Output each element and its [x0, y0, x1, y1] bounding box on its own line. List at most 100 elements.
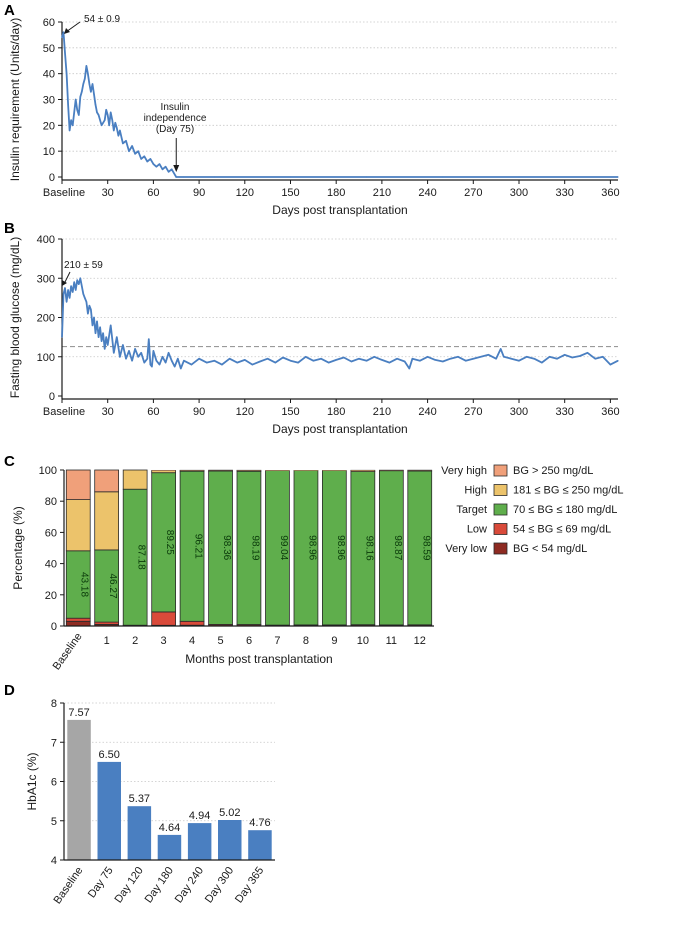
data-point [125, 140, 127, 142]
data-point [137, 150, 139, 152]
data-point [67, 104, 69, 106]
y-tick-label: 0 [49, 172, 55, 184]
data-point [128, 150, 130, 152]
x-tick-label: 11 [386, 635, 397, 647]
data-point [480, 356, 482, 358]
data-point [609, 364, 612, 366]
data-point [122, 142, 124, 144]
data-point [328, 362, 330, 364]
x-axis-title: Days post transplantation [272, 203, 407, 217]
x-tick-label: 300 [510, 187, 528, 199]
data-point [72, 291, 74, 293]
panel-letter: A [4, 2, 15, 19]
y-tick-label: 10 [43, 146, 55, 158]
data-point [81, 91, 83, 93]
x-axis-title: Months post transplantation [185, 652, 332, 666]
data-point [151, 366, 153, 368]
data-point [171, 168, 173, 170]
data-point [119, 129, 121, 132]
data-point [442, 176, 444, 178]
target-value-label: 99.04 [278, 535, 289, 560]
data-point [155, 166, 157, 168]
series-line [61, 277, 619, 370]
panel-letter: B [4, 220, 15, 237]
data-point [174, 173, 176, 175]
data-point [137, 356, 139, 358]
legend-name: Very low [445, 543, 487, 555]
x-tick-label: Day 180 [143, 865, 176, 905]
x-axis-title: Days post transplantation [272, 422, 407, 436]
x-tick-label: Baseline [43, 187, 85, 199]
y-tick-label: 40 [43, 69, 55, 81]
stacked-bar-segment [179, 469, 205, 472]
target-value-label: 98.96 [306, 535, 317, 560]
y-axis-title: Fasting blood glucose (mg/dL) [8, 237, 22, 398]
data-point [161, 168, 164, 170]
x-tick-label: 150 [281, 187, 299, 199]
data-point [78, 283, 80, 285]
data-point [259, 360, 261, 363]
x-tick-label: 360 [601, 406, 619, 418]
legend-name: Low [467, 524, 487, 536]
panel-a: A 0 10 20 30 40 50 60 Baseline 30 60 90 120 150 180 210… [4, 2, 620, 217]
bar-value-label: 4.64 [159, 822, 180, 834]
data-point [79, 96, 81, 98]
bar [67, 719, 91, 860]
x-tick-label: 270 [464, 187, 482, 199]
data-point [143, 155, 145, 157]
arrowhead [62, 280, 67, 286]
x-tick-label: 120 [236, 406, 254, 418]
data-point [140, 352, 142, 354]
data-point [110, 324, 112, 326]
legend-swatch [493, 503, 508, 516]
data-point [75, 289, 77, 291]
data-point [180, 367, 182, 370]
data-point [495, 358, 497, 360]
data-point [465, 360, 467, 362]
data-point [594, 358, 596, 360]
data-point [134, 153, 136, 155]
data-point [94, 332, 97, 334]
data-point [388, 362, 391, 364]
data-point [131, 145, 133, 147]
data-point [111, 119, 113, 121]
x-tick-label: 210 [373, 406, 391, 418]
data-point [122, 344, 124, 346]
data-point [102, 332, 104, 334]
data-point [69, 297, 71, 299]
y-axis-title: Percentage (%) [11, 506, 25, 589]
data-point [88, 305, 90, 307]
y-tick-label: 60 [45, 527, 57, 539]
data-point [66, 73, 68, 75]
legend-range: 54 ≤ BG ≤ 69 mg/dL [513, 524, 611, 536]
data-point [116, 336, 118, 338]
y-tick-label: 0 [49, 391, 55, 403]
legend: Very high BG > 250 mg/dL High 181 ≤ BG ≤ 25… [441, 464, 624, 555]
x-tick-label: 330 [556, 187, 574, 199]
data-point [105, 109, 107, 111]
x-tick-label: 9 [331, 635, 337, 647]
data-point [335, 359, 337, 361]
data-point [85, 65, 87, 67]
x-tick-label: Day 365 [233, 865, 266, 905]
panel-b: B 0 100 200 300 400 Baseline 30 60 90 120 150 180 210… [4, 220, 620, 436]
x-tick-label: 30 [102, 187, 114, 199]
stacked-bar-segment [208, 469, 233, 472]
x-tick-label: 240 [418, 187, 436, 199]
y-tick-label: 400 [37, 234, 55, 246]
data-point [93, 316, 95, 319]
data-point [158, 163, 161, 165]
data-point [404, 360, 406, 363]
target-value-label: 46.27 [107, 573, 118, 598]
annotation-baseline-insulin: 54 ± 0.9 [84, 14, 121, 25]
legend-range: BG < 54 mg/dL [513, 543, 587, 555]
data-point [602, 356, 604, 358]
data-point [541, 362, 543, 364]
target-value-label: 89.25 [164, 530, 175, 555]
data-point [99, 326, 101, 328]
data-point [91, 324, 94, 326]
x-tick-label: 1 [104, 635, 110, 647]
x-tick-label: 30 [102, 406, 114, 418]
data-point [84, 297, 86, 299]
x-tick-label: 240 [418, 406, 436, 418]
